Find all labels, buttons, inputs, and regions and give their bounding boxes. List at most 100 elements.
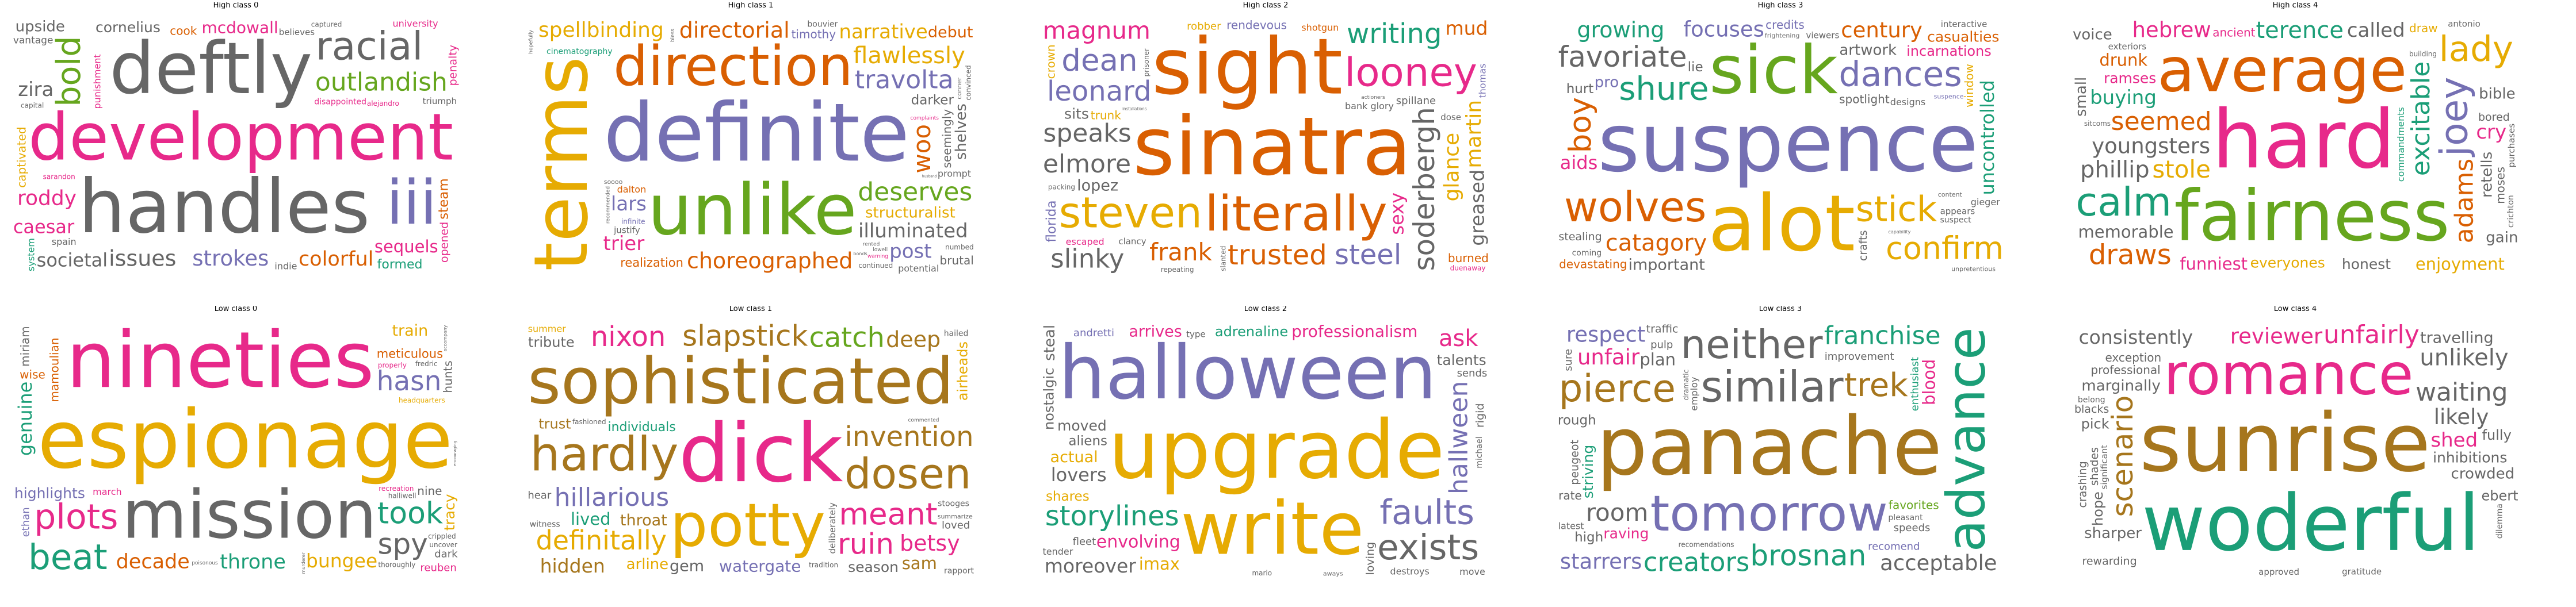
word-consistently: consistently — [2079, 326, 2193, 348]
word-aways: aways — [1323, 570, 1343, 577]
word-loving: loving — [1364, 542, 1377, 575]
word-sitcoms: sitcoms — [2084, 120, 2111, 128]
word-betsy: betsy — [900, 531, 960, 556]
word-continued: continued — [858, 262, 893, 270]
word-dark: dark — [434, 548, 458, 560]
word-approved: approved — [2258, 567, 2299, 577]
word-formed: formed — [377, 258, 423, 272]
word-definitally: definitally — [536, 525, 667, 556]
panel-title: High class 1 — [728, 2, 774, 10]
word-steven: steven — [1059, 189, 1202, 238]
word-interactive: interactive — [1941, 19, 1988, 29]
word-mario: mario — [1252, 569, 1272, 577]
word-enthusiast: enthusiast — [1909, 357, 1921, 411]
word-reuben: reuben — [420, 562, 456, 574]
word-lopez: lopez — [1077, 176, 1118, 194]
wordcloud: sinatra sight literally steven looney soderbe… — [1041, 18, 1490, 275]
word-arrives: arrives — [1129, 322, 1182, 340]
word-buying: buying — [2090, 86, 2157, 109]
word-hailed: hailed — [944, 329, 969, 339]
word-upside: upside — [16, 18, 65, 35]
word-funniest: funniest — [2180, 254, 2248, 274]
word-rendevous: rendevous — [1226, 18, 1287, 32]
word-fleet: fleet — [1073, 536, 1096, 548]
word-commented: commented — [908, 417, 939, 423]
word-brutal: brutal — [940, 253, 974, 267]
word-lovers: lovers — [1051, 464, 1107, 486]
word-rough: rough — [1558, 413, 1596, 428]
word-exteriors: exteriors — [2108, 41, 2147, 52]
word-thomas: thomas — [1477, 64, 1488, 98]
word-uncontrolled: uncontrolled — [1977, 80, 1998, 195]
word-beat: beat — [28, 537, 108, 578]
word-meant: meant — [839, 497, 937, 532]
word-rented: rented — [863, 242, 880, 248]
word-accompany: accompany — [442, 325, 448, 351]
word-deftly: deftly — [109, 28, 312, 110]
word-destroys: destroys — [1390, 566, 1429, 577]
word-favoriate: favoriate — [1558, 40, 1687, 74]
word-shades: shades — [2088, 447, 2101, 486]
word-bank-glory: bank glory — [1345, 101, 1394, 112]
word-latest: latest — [1558, 521, 1584, 532]
word-spy: spy — [377, 528, 427, 561]
word-spotlight: spotlight — [1839, 93, 1890, 106]
word-unpretentious: unpretentious — [1951, 265, 1996, 272]
panel-title: High class 3 — [1757, 2, 1803, 10]
word-witness: witness — [530, 520, 560, 529]
word-recreation: recreation — [379, 485, 414, 493]
word-memorable: memorable — [2078, 222, 2174, 241]
word-crashing: crashing — [2077, 461, 2089, 508]
word-prompt: prompt — [938, 168, 971, 179]
word-infinite: infinite — [621, 218, 645, 226]
panel-title: Low class 3 — [1759, 306, 1802, 313]
word-cook: cook — [170, 24, 197, 38]
word-terence: terence — [2256, 18, 2344, 44]
word-roddy: roddy — [17, 187, 77, 210]
word-installations: installations — [1122, 106, 1147, 111]
word-speeds: speeds — [1894, 522, 1931, 534]
wordcloud-panel-high-class-4: High class 4 hard fairness average youngster… — [2071, 2, 2520, 275]
word-average: average — [2157, 34, 2407, 105]
word-panache: panache — [1596, 400, 1942, 494]
panel-title: Low class 4 — [2273, 306, 2317, 313]
word-warning: warning — [867, 254, 888, 260]
word-deserves: deserves — [858, 177, 972, 206]
word-imax: imax — [1139, 554, 1180, 574]
word-moved: moved — [1057, 417, 1107, 434]
word-pick: pick — [2081, 416, 2109, 432]
word-cornelius: cornelius — [95, 19, 160, 36]
word-ramses: ramses — [2104, 70, 2156, 87]
word-romance: romance — [2164, 342, 2413, 408]
word-professional: professional — [2091, 363, 2161, 377]
word-fashioned: fashioned — [572, 418, 606, 426]
word-youngsters: youngsters — [2092, 134, 2210, 159]
word-seemed: seemed — [2111, 107, 2212, 136]
word-aliens: aliens — [1068, 434, 1107, 449]
word-nine: nine — [417, 484, 442, 498]
word-husband: husband — [922, 174, 937, 178]
word-antonio: antonio — [2448, 18, 2481, 29]
word-nineties: nineties — [66, 322, 374, 405]
word-complaints: complaints — [911, 116, 939, 121]
word-focuses: focuses — [1683, 18, 1764, 41]
word-arline: arline — [626, 556, 669, 573]
word-bold: bold — [50, 36, 88, 107]
word-wise: wise — [20, 367, 45, 381]
word-encouraging: encouraging — [453, 441, 457, 466]
word-hillarious: hillarious — [555, 483, 670, 512]
word-poisonous: poisonous — [192, 560, 218, 566]
word-unfairly: unfairly — [2323, 322, 2420, 349]
word-fredric: fredric — [415, 360, 438, 368]
word-miriam: miriam — [18, 326, 32, 367]
word-spain: spain — [52, 236, 77, 247]
word-likely: likely — [2434, 405, 2489, 429]
panel-title: High class 4 — [2272, 2, 2318, 10]
word-purchases: purchases — [2506, 124, 2517, 168]
word-genuine: genuine — [14, 382, 36, 456]
word-sophisticated: sophisticated — [528, 345, 954, 419]
word-capital: capital — [21, 101, 44, 109]
word-coming: coming — [1572, 249, 1602, 258]
